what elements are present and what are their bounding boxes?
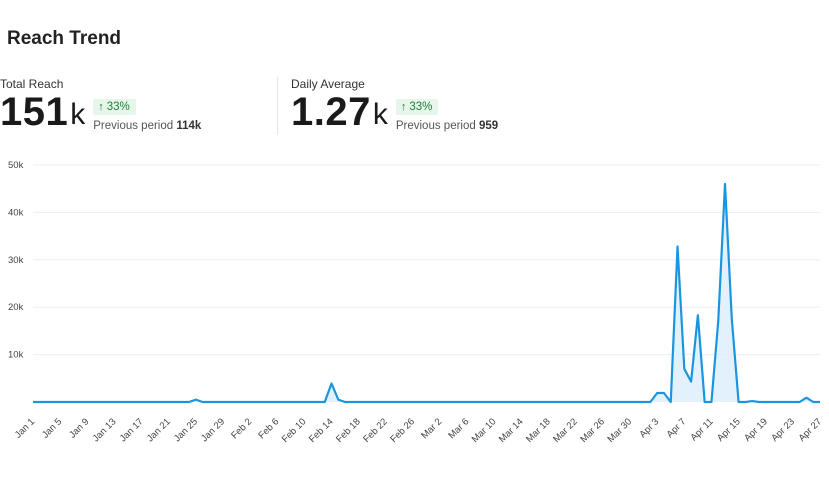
x-tick-label: Feb 14	[307, 416, 336, 445]
x-tick-label: Apr 7	[665, 416, 689, 440]
kpi-unit: k	[372, 98, 388, 131]
change-badge: ↑ 33%	[395, 99, 439, 115]
y-tick-label: 30k	[8, 255, 24, 266]
chart-title: Reach Trend	[7, 28, 122, 49]
x-tick-label: Apr 27	[797, 416, 825, 444]
arrow-up-icon: ↑	[98, 101, 104, 113]
x-tick-label: Mar 18	[524, 416, 553, 445]
x-tick-label: Mar 22	[551, 416, 580, 445]
x-tick-label: Jan 13	[91, 416, 119, 444]
change-badge: ↑ 33%	[93, 99, 136, 115]
kpi-total-reach: Total Reach 151 k ↑ 33% Previous period …	[0, 77, 201, 132]
x-tick-label: Jan 29	[199, 416, 227, 444]
kpi-label: Daily Average	[291, 77, 365, 91]
change-value: 33%	[106, 101, 130, 113]
previous-period-value: 959	[478, 120, 499, 132]
previous-period-value: 114k	[176, 120, 202, 132]
series-line	[33, 182, 820, 404]
x-tick-label: Jan 1	[13, 416, 37, 440]
x-tick-label: Jan 9	[67, 416, 91, 440]
x-tick-label: Feb 2	[229, 416, 254, 441]
x-tick-label: Jan 17	[118, 416, 146, 444]
x-tick-label: Feb 18	[334, 416, 363, 445]
x-tick-label: Jan 5	[40, 416, 64, 440]
y-tick-label: 40k	[8, 207, 24, 218]
previous-period-label: Previous period	[93, 120, 174, 132]
kpi-divider	[277, 77, 278, 135]
previous-period-label: Previous period	[395, 120, 476, 132]
kpi-unit: k	[70, 98, 86, 131]
y-tick-label: 20k	[8, 302, 24, 313]
x-tick-label: Apr 3	[637, 416, 661, 440]
x-tick-label: Feb 10	[280, 416, 309, 445]
x-tick-label: Mar 30	[605, 416, 634, 445]
x-tick-label: Mar 6	[446, 416, 471, 441]
x-tick-label: Feb 6	[256, 416, 281, 441]
y-tick-label: 50k	[8, 160, 24, 171]
x-tick-label: Apr 19	[742, 416, 770, 444]
change-value: 33%	[409, 101, 433, 113]
x-tick-label: Apr 15	[715, 416, 743, 444]
x-tick-label: Apr 11	[688, 416, 715, 443]
x-tick-label: Mar 14	[497, 416, 526, 445]
x-tick-label: Jan 25	[172, 416, 200, 444]
x-tick-label: Apr 23	[769, 416, 797, 444]
y-tick-label: 10k	[8, 350, 24, 361]
x-tick-label: Mar 26	[578, 416, 607, 445]
kpi-label: Total Reach	[0, 77, 64, 91]
x-tick-label: Mar 2	[419, 416, 444, 441]
x-tick-label: Feb 22	[361, 416, 390, 445]
x-tick-label: Mar 10	[470, 416, 499, 445]
kpi-daily-average: Daily Average 1.27 k ↑ 33% Previous peri…	[291, 77, 498, 132]
arrow-up-icon: ↑	[400, 101, 407, 113]
x-tick-label: Jan 21	[145, 416, 173, 444]
kpi-value: 1.27	[291, 90, 371, 134]
previous-period: Previous period 114k	[93, 120, 201, 132]
x-tick-label: Feb 26	[388, 416, 417, 445]
kpi-value: 151	[0, 90, 69, 134]
previous-period: Previous period 959	[396, 120, 498, 132]
